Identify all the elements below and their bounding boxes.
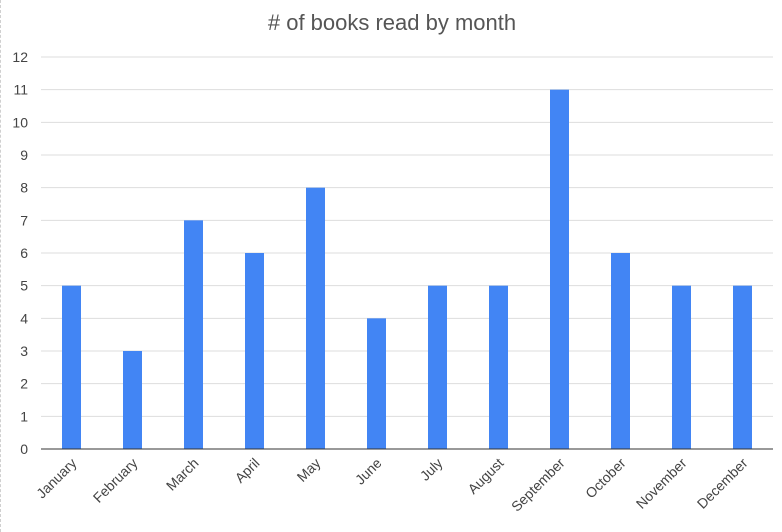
y-tick-label: 5: [20, 278, 28, 294]
x-tick-label: November: [633, 455, 690, 512]
x-tick-label: October: [582, 455, 629, 502]
x-tick-label: July: [417, 455, 446, 484]
y-tick-label: 2: [20, 376, 28, 392]
x-tick-label: April: [231, 455, 262, 486]
x-tick-label: September: [508, 455, 568, 515]
y-tick-label: 8: [20, 180, 28, 196]
bar-july: [428, 285, 447, 449]
y-tick-label: 10: [12, 114, 28, 130]
bar-january: [62, 285, 81, 449]
x-tick-label: February: [90, 455, 141, 506]
bar-september: [550, 89, 569, 450]
bar-february: [123, 351, 142, 449]
y-tick-label: 4: [20, 310, 28, 326]
bar-june: [367, 318, 386, 449]
bar-august: [489, 285, 508, 449]
y-tick-label: 7: [20, 212, 28, 228]
y-tick-label: 3: [20, 343, 28, 359]
chart-title: # of books read by month: [267, 10, 517, 35]
x-tick-label: August: [464, 455, 506, 497]
x-axis-tick-labels: January February March April May June July Augu…: [33, 455, 751, 515]
y-tick-label: 6: [20, 245, 28, 261]
bar-april: [245, 253, 264, 449]
x-tick-label: March: [163, 455, 202, 494]
bars: [62, 89, 752, 450]
x-tick-label: June: [352, 455, 385, 488]
y-tick-label: 12: [12, 49, 28, 65]
y-tick-label: 9: [20, 147, 28, 163]
bar-october: [611, 253, 630, 449]
bar-may: [306, 187, 325, 449]
y-tick-label: 1: [20, 408, 28, 424]
bar-march: [184, 220, 203, 449]
x-tick-label: December: [694, 455, 751, 512]
x-tick-label: January: [33, 455, 80, 502]
y-tick-label: 11: [13, 82, 28, 98]
bar-december: [733, 285, 752, 449]
x-tick-label: May: [294, 455, 324, 485]
bar-november: [672, 285, 691, 449]
y-tick-label: 0: [20, 441, 28, 457]
gridlines: [41, 56, 773, 417]
